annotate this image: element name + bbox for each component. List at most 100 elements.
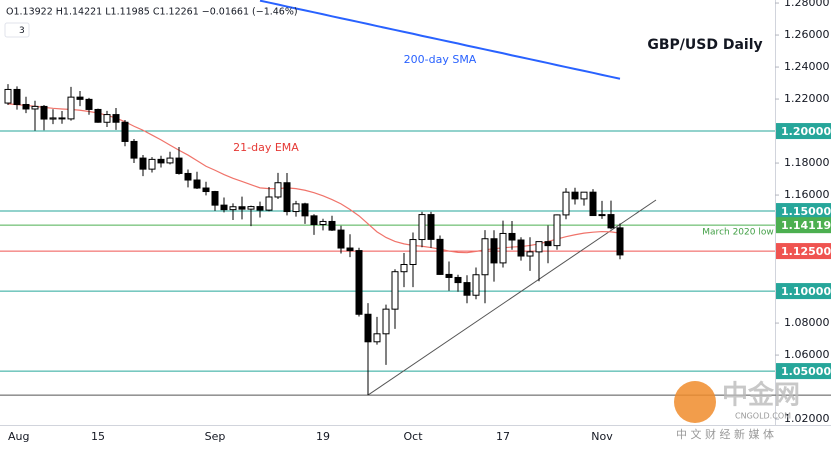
candle-body [157,158,165,164]
y-tick-label: 1.26000 [784,28,830,41]
candle-body [175,157,183,174]
watermark-tagline: 中 文 财 经 新 媒 体 [676,427,774,441]
candle-body [256,206,264,211]
candle-body [526,251,534,257]
candle-body [517,239,525,257]
candle-body [4,88,12,104]
level-label-box [776,217,831,234]
y-tick-label: 1.28000 [784,0,830,9]
level-label: 1.15000 [781,205,831,218]
candle-body [58,117,66,120]
level-label: 1.14119 [781,219,831,232]
candle-body [31,105,39,110]
candle-body [202,187,210,193]
candle-body [211,191,219,206]
candle-body [265,196,273,211]
candle-body [310,215,318,226]
level-label: 1.20000 [781,125,831,138]
candle-body [328,220,336,231]
candle-body [103,114,111,123]
candle-body [112,114,120,123]
indicator-toggle [4,22,30,38]
candle-body [67,96,75,120]
candle-body [229,206,237,211]
y-tick-label: 1.02000 [784,412,830,425]
candle-body [247,206,255,210]
candle-body [40,105,48,120]
watermark-logo [674,381,716,423]
candle-body [292,203,300,213]
candle-body [589,191,597,217]
candle-body [616,227,624,256]
x-tick-label: 15 [91,430,105,443]
candle-body [85,98,93,110]
candle-body [13,88,21,105]
candle-body [571,191,579,200]
candle-body [193,179,201,189]
candle-body [454,276,462,284]
indicator-line [259,0,621,80]
candle-body [490,238,498,264]
candle-body [427,214,435,240]
candle-body [544,241,552,247]
x-tick-label: Oct [403,430,423,443]
candle-body [355,250,363,315]
candle-body [301,203,309,217]
candle-body [274,182,282,198]
ohlc-header: O1.13922 H1.14221 L1.11985 C1.12261 −0.0… [6,7,298,18]
indicator-count: 3 [19,26,25,36]
candle-body [364,313,372,343]
x-tick-label: Nov [591,430,613,443]
candle-body [382,308,390,335]
candle-body [373,333,381,343]
candle-body [346,247,354,252]
y-tick-label: 1.18000 [784,156,830,169]
candle-body [481,238,489,276]
candle-body [508,232,516,241]
annotation: 200-day SMA [404,53,477,66]
candle-body [436,238,444,275]
candle-body [463,282,471,296]
annotation: March 2020 low [702,228,773,238]
candle-body [337,229,345,249]
candle-body [319,220,327,226]
candle-body [472,274,480,296]
x-tick-label: Sep [205,430,226,443]
x-tick-label: 17 [496,430,510,443]
candle-body [184,172,192,181]
trendline [367,199,657,396]
level-label-box [776,203,831,220]
candle-body [499,232,507,264]
level-label-box [776,123,831,140]
candle-body [22,103,30,110]
candle-body [400,264,408,273]
x-tick-label: Aug [8,430,29,443]
candle-body [409,239,417,266]
candle-body [139,157,147,170]
candle-body [49,117,57,120]
candle-body [166,157,174,164]
candle-body [391,271,399,310]
x-tick-label: 19 [316,430,330,443]
y-tick-label: 1.22000 [784,92,830,105]
candle-body [94,108,102,123]
y-tick-label: 1.24000 [784,60,830,73]
candle-body [553,214,561,247]
candle-body [148,158,156,170]
chart-title: GBP/USD Daily [647,37,762,53]
candle-body [607,214,615,229]
level-label: 1.10000 [781,285,831,298]
candle-body [580,191,588,200]
candle-body [238,206,246,210]
level-label-box [776,243,831,260]
y-tick-label: 1.08000 [784,316,830,329]
annotation: 21-day EMA [233,141,299,154]
candle-body [535,241,543,253]
candle-body [130,140,138,159]
candle-body [283,182,291,213]
y-tick-label: 1.16000 [784,188,830,201]
level-label: 1.12500 [781,245,831,258]
candle-body [445,273,453,278]
candle-body [562,191,570,216]
